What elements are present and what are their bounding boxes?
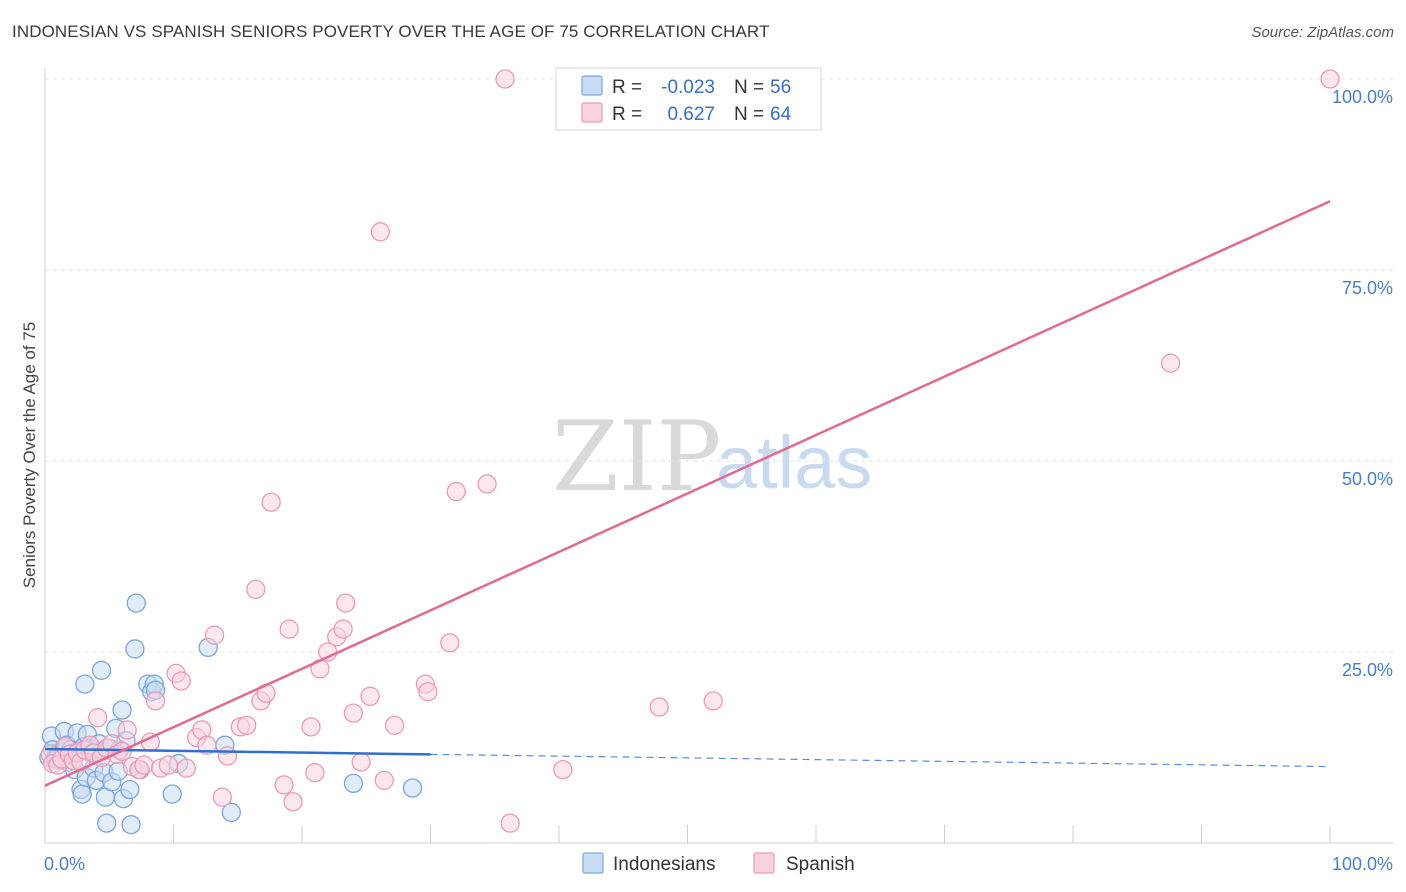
spanish-point <box>305 763 325 783</box>
indonesians-point <box>125 639 145 659</box>
spanish-point <box>217 746 238 766</box>
y-tick-label: 50.0% <box>1342 469 1393 489</box>
indonesians-point <box>91 660 112 680</box>
trend-line-indonesians <box>44 747 431 756</box>
spanish-point <box>374 770 394 791</box>
indonesians-point <box>343 773 364 794</box>
trend-line-spanish <box>44 200 1331 787</box>
spanish-point <box>117 720 137 740</box>
spanish-point <box>237 715 257 735</box>
spanish-point <box>176 758 197 778</box>
indonesians-point <box>402 778 423 798</box>
spanish-point <box>197 735 217 755</box>
indonesians-point <box>221 802 241 823</box>
spanish-point <box>649 697 669 717</box>
x-axis-ticks <box>173 825 1331 843</box>
spanish-point <box>446 481 466 502</box>
spanish-point <box>204 625 225 645</box>
spanish-point <box>336 593 356 613</box>
spanish-point <box>495 69 515 89</box>
spanish-point <box>171 671 191 691</box>
legend-r-label-spanish: R = <box>612 104 642 125</box>
legend-n-value-indonesians: 56 <box>770 77 791 98</box>
legend-n-label-indonesians: N = <box>734 77 764 98</box>
watermark-zip: ZIP <box>552 401 721 513</box>
spanish-point <box>261 492 281 512</box>
legend-swatch-indonesians <box>581 75 603 96</box>
spanish-point <box>212 787 232 807</box>
spanish-point <box>283 792 303 812</box>
legend-r-value-indonesians: -0.023 <box>661 77 715 98</box>
watermark: ZIP atlas <box>552 401 872 513</box>
spanish-point <box>384 715 405 735</box>
spanish-point <box>134 755 154 775</box>
watermark-atlas: atlas <box>716 421 872 504</box>
spanish-point <box>246 579 266 600</box>
series-spanish-points <box>40 69 1340 833</box>
spanish-point <box>477 474 497 494</box>
spanish-point <box>370 222 391 242</box>
indonesians-point <box>75 674 95 694</box>
spanish-point <box>343 703 364 723</box>
y-tick-labels: 25.0% 50.0% 75.0% 100.0% <box>1332 87 1393 680</box>
spanish-point <box>279 619 299 639</box>
spanish-point <box>360 686 380 706</box>
spanish-point <box>158 755 179 775</box>
bottom-legend-label-spanish: Spanish <box>786 854 855 875</box>
legend-n-label-spanish: N = <box>734 104 764 125</box>
y-tick-label: 100.0% <box>1332 87 1393 107</box>
bottom-legend-swatch-spanish <box>753 852 775 874</box>
indonesians-point <box>121 815 141 835</box>
spanish-point <box>145 691 166 711</box>
legend-n-value-spanish: 64 <box>770 104 792 125</box>
spanish-point <box>440 633 460 653</box>
spanish-point <box>274 775 294 795</box>
legend-r-label-indonesians: R = <box>612 77 642 98</box>
spanish-point <box>418 682 438 702</box>
indonesians-point <box>112 700 132 720</box>
x-tick-label-min: 0.0% <box>44 854 85 874</box>
spanish-point <box>500 813 520 833</box>
spanish-point <box>703 691 723 711</box>
trend-lines <box>44 200 1331 787</box>
chart-source: Source: ZipAtlas.com <box>1251 24 1394 41</box>
legend-box: R = -0.023 N = 56 R = 0.627 N = 64 <box>555 67 822 131</box>
y-tick-label: 75.0% <box>1342 278 1393 298</box>
spanish-point <box>333 619 353 639</box>
legend-swatch-spanish <box>581 102 603 123</box>
indonesians-point <box>97 813 117 833</box>
indonesians-point <box>126 593 146 613</box>
indonesians-point <box>162 784 182 804</box>
indonesians-point <box>72 784 92 804</box>
indonesians-point <box>120 779 140 800</box>
trend-line-indonesians-extrapolated <box>430 753 1331 768</box>
x-tick-label-max: 100.0% <box>1332 854 1393 874</box>
spanish-point <box>1161 353 1181 373</box>
spanish-point <box>88 708 108 728</box>
spanish-point <box>301 717 321 737</box>
spanish-point <box>553 760 573 780</box>
bottom-legend-swatch-indonesians <box>582 852 604 874</box>
bottom-legend: Indonesians Spanish <box>582 852 855 875</box>
legend-r-value-spanish: 0.627 <box>667 104 715 125</box>
spanish-point <box>351 752 371 772</box>
gridlines <box>45 78 1393 653</box>
spanish-point <box>1320 69 1340 89</box>
y-axis-title: Seniors Poverty Over the Age of 75 <box>20 322 39 588</box>
bottom-legend-label-indonesians: Indonesians <box>613 854 715 875</box>
y-tick-label: 25.0% <box>1342 660 1393 680</box>
chart-title: INDONESIAN VS SPANISH SENIORS POVERTY OV… <box>12 22 770 41</box>
